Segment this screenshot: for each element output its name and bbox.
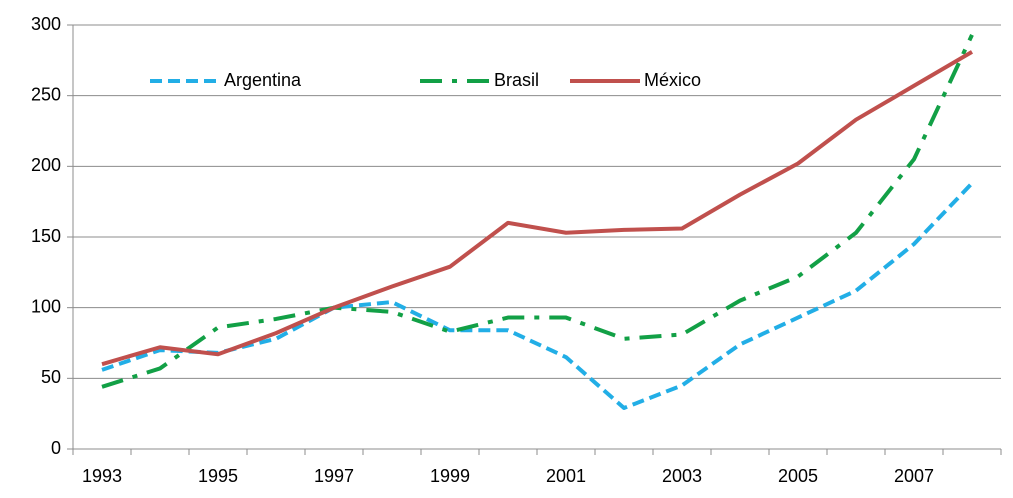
y-tick-label: 150 — [31, 226, 61, 246]
y-tick-label: 300 — [31, 14, 61, 34]
x-tick-label: 1995 — [198, 466, 238, 486]
series-line — [101, 50, 974, 367]
x-tick-label: 2003 — [662, 466, 702, 486]
legend-label: Argentina — [224, 70, 302, 90]
series-line — [101, 181, 974, 411]
x-tick-label: 2007 — [894, 466, 934, 486]
y-tick-label: 0 — [51, 438, 61, 458]
x-tick-label: 1997 — [314, 466, 354, 486]
legend-label: Brasil — [494, 70, 539, 90]
y-tick-label: 250 — [31, 84, 61, 104]
series-line — [101, 34, 974, 389]
y-tick-label: 100 — [31, 296, 61, 316]
y-tick-label: 200 — [31, 155, 61, 175]
x-tick-label: 1999 — [430, 466, 470, 486]
x-tick-label: 1993 — [82, 466, 122, 486]
y-tick-label: 50 — [41, 367, 61, 387]
legend-label: México — [644, 70, 701, 90]
x-tick-label: 2005 — [778, 466, 818, 486]
x-tick-label: 2001 — [546, 466, 586, 486]
